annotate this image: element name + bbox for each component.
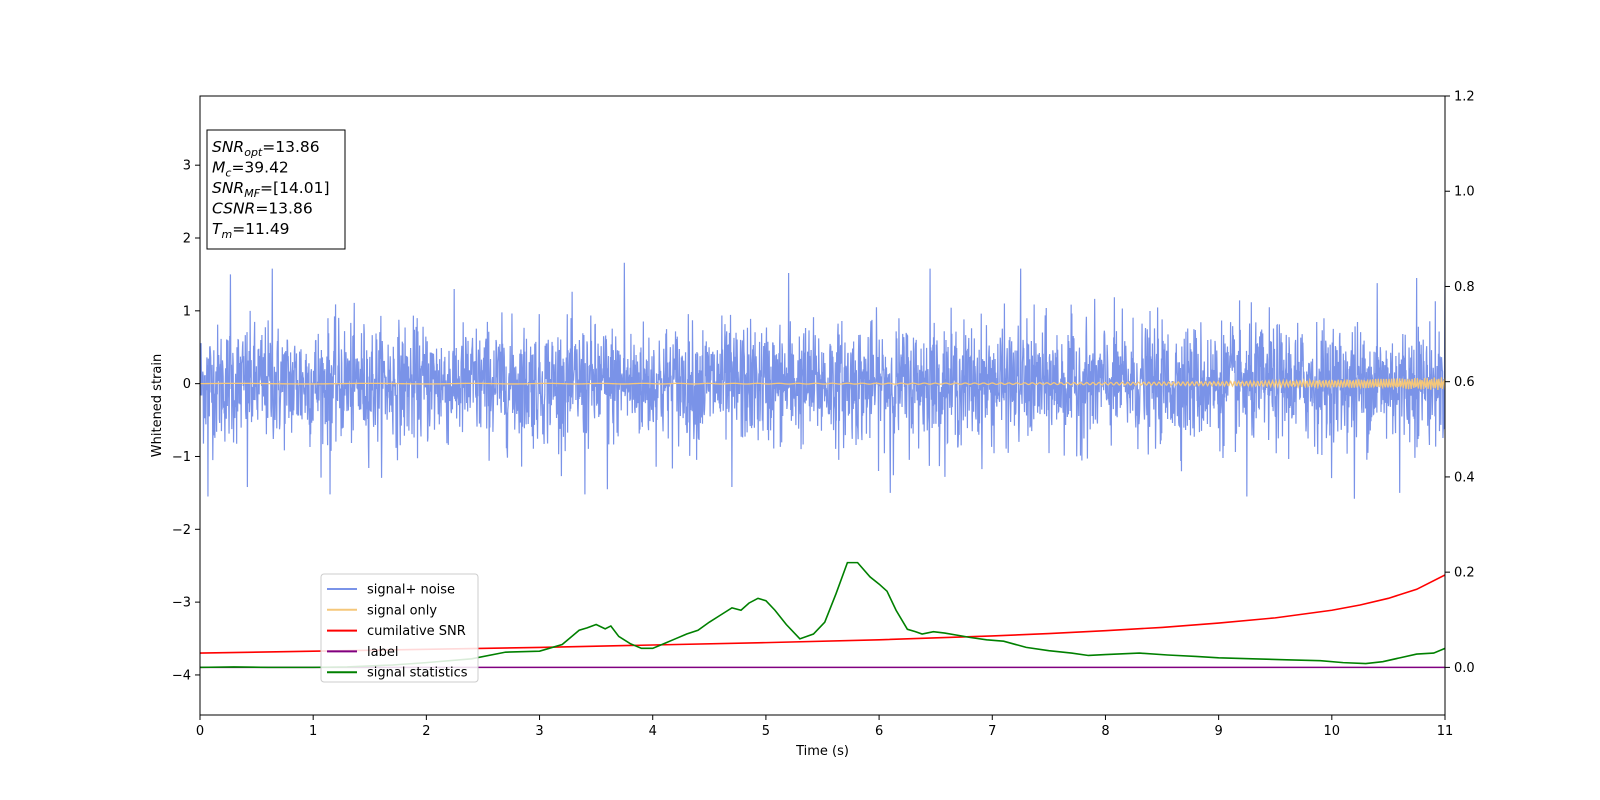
x-tick-label: 4 [649,724,657,739]
x-tick-label: 11 [1437,724,1454,739]
series-signal-noise [200,262,1445,499]
x-tick-label: 3 [535,724,543,739]
y2-tick-label: 0.4 [1454,470,1475,485]
y-tick-label: 3 [183,159,191,174]
x-axis-label: Time (s) [795,744,849,759]
x-tick-label: 7 [988,724,996,739]
x-tick-label: 6 [875,724,883,739]
info-value: =39.42 [231,159,288,177]
left-y-axis-ticks: −4 −3 −2 −1 0 1 2 3 [172,159,200,683]
y2-tick-label: 0.8 [1454,280,1475,295]
info-subscript: m [221,228,232,241]
info-box-frame [206,129,346,250]
plot-frame [199,95,1446,716]
x-tick-label: 10 [1324,724,1341,739]
info-symbol: M [212,159,225,177]
info-value: =13.86 [255,200,312,218]
y-tick-label: 1 [183,304,191,319]
y2-tick-label: 0.6 [1454,375,1475,390]
info-subscript: MF [244,187,260,200]
info-subscript: opt [244,146,263,159]
x-tick-label: 8 [1101,724,1109,739]
info-symbol: CSNR [212,200,255,218]
info-box: SNRopt=13.86Mc=39.42SNRMF=[14.01]CSNR=13… [206,129,346,250]
y2-tick-label: 1.0 [1454,185,1475,200]
legend-frame [320,573,479,683]
info-line: SNRopt=13.86 [212,138,320,159]
y-tick-label: −3 [172,596,191,611]
info-value: =11.49 [232,220,289,238]
legend-entry: signal+ noise [367,583,455,598]
y-tick-label: 2 [183,232,191,247]
x-tick-label: 5 [762,724,770,739]
y2-tick-label: 0.2 [1454,566,1475,581]
legend-entry: cumilative SNR [367,624,466,639]
info-line: Mc=39.42 [212,159,289,180]
legend-entry: signal statistics [367,666,468,681]
x-tick-label: 1 [309,724,317,739]
info-value: =[14.01] [260,179,329,197]
x-tick-label: 0 [196,724,204,739]
info-value: =13.86 [262,138,319,156]
series-signal-statistics [200,561,1445,669]
right-y-axis-ticks: 0.0 0.2 0.4 0.6 0.8 1.0 1.2 [1445,90,1475,676]
info-symbol: SNR [212,179,244,197]
y-tick-label: −4 [172,668,191,683]
legend-entry: label [367,645,398,660]
info-line: SNRMF=[14.01] [212,179,330,200]
y-tick-label: −2 [172,523,191,538]
x-tick-label: 2 [422,724,430,739]
y-tick-label: 0 [183,377,191,392]
series-signal-only [200,377,1445,391]
info-line: CSNR=13.86 [212,200,313,218]
legend: signal+ noise signal only cumilative SNR la… [320,573,479,683]
series-cumilative-snr [200,574,1445,654]
info-line: Tm=11.49 [212,220,290,241]
y-axis-label: Whitened strain [150,354,165,457]
x-tick-label: 9 [1214,724,1222,739]
y2-tick-label: 1.2 [1454,90,1475,105]
info-subscript: c [225,167,231,180]
x-axis-ticks: 0 1 2 3 4 5 6 7 8 9 10 11 [196,715,1453,739]
y-tick-label: −1 [172,450,191,465]
y2-tick-label: 0.0 [1454,661,1475,676]
info-symbol: T [212,220,223,238]
legend-entry: signal only [367,603,437,618]
info-symbol: SNR [212,138,244,156]
